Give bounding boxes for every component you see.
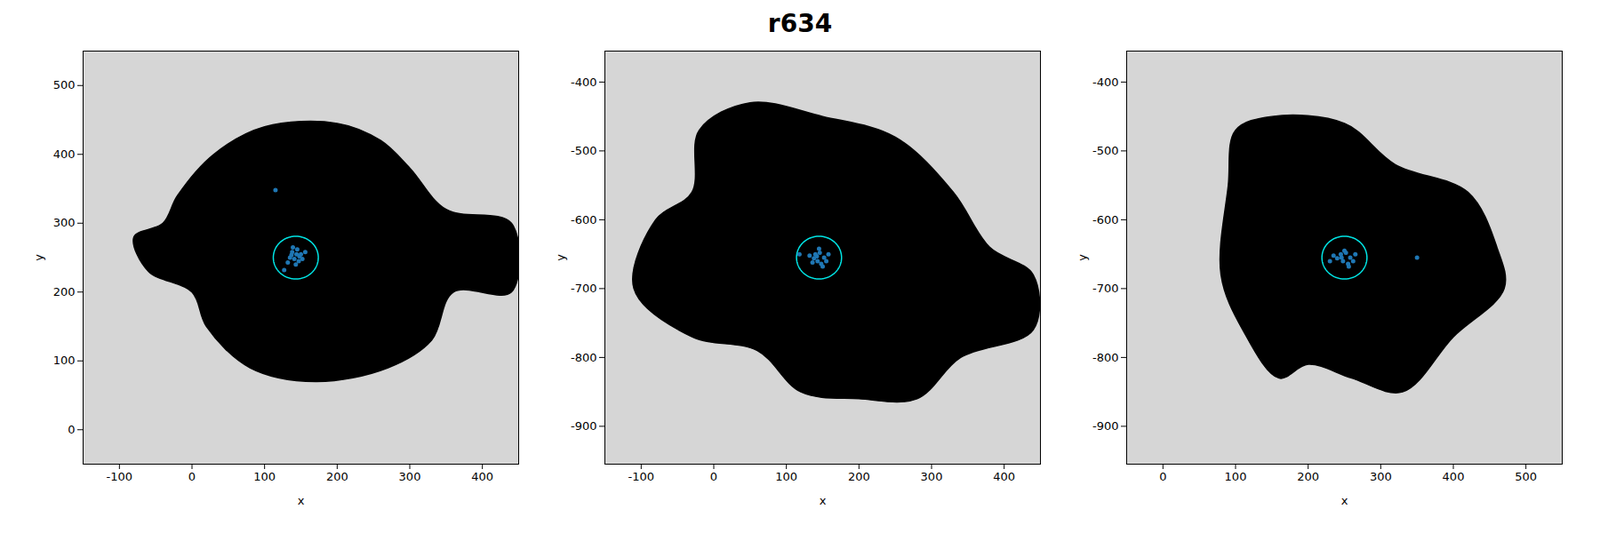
svg-text:-500: -500 <box>1092 144 1120 158</box>
svg-text:400: 400 <box>1441 470 1464 484</box>
svg-text:-600: -600 <box>570 213 598 227</box>
svg-text:200: 200 <box>848 470 871 484</box>
svg-text:500: 500 <box>53 78 76 92</box>
svg-text:-900: -900 <box>570 419 598 433</box>
svg-text:400: 400 <box>53 147 76 161</box>
svg-text:400: 400 <box>992 470 1016 484</box>
svg-text:x: x <box>1340 494 1348 508</box>
svg-text:300: 300 <box>1369 470 1392 484</box>
svg-text:300: 300 <box>920 470 944 484</box>
svg-text:y: y <box>553 254 568 262</box>
svg-text:300: 300 <box>53 216 76 230</box>
svg-text:x: x <box>819 494 827 508</box>
svg-text:-400: -400 <box>1092 75 1120 89</box>
svg-text:0: 0 <box>1159 470 1167 484</box>
svg-text:-900: -900 <box>1092 419 1120 433</box>
svg-text:100: 100 <box>53 353 76 368</box>
svg-text:0: 0 <box>710 470 718 484</box>
svg-text:-600: -600 <box>1092 213 1120 227</box>
svg-text:200: 200 <box>326 470 349 484</box>
svg-text:100: 100 <box>775 470 798 484</box>
svg-text:200: 200 <box>53 285 76 299</box>
svg-text:300: 300 <box>399 470 422 484</box>
svg-text:500: 500 <box>1514 470 1537 484</box>
svg-text:-400: -400 <box>570 75 598 89</box>
svg-text:y: y <box>1074 254 1088 262</box>
svg-text:x: x <box>297 494 305 508</box>
svg-text:0: 0 <box>188 470 196 484</box>
svg-text:200: 200 <box>1296 470 1320 484</box>
svg-text:100: 100 <box>1224 470 1247 484</box>
svg-text:0: 0 <box>68 423 76 437</box>
svg-text:400: 400 <box>472 470 495 484</box>
svg-text:-100: -100 <box>628 470 656 484</box>
svg-text:-100: -100 <box>106 470 134 484</box>
svg-text:-800: -800 <box>570 351 598 365</box>
svg-text:100: 100 <box>254 470 277 484</box>
svg-text:y: y <box>32 254 46 262</box>
html-text:r634: r634 <box>767 8 833 39</box>
svg-text:-500: -500 <box>570 144 598 158</box>
svg-text:-800: -800 <box>1092 351 1120 365</box>
svg-text:-700: -700 <box>1092 281 1120 296</box>
svg-text:-700: -700 <box>570 281 598 296</box>
